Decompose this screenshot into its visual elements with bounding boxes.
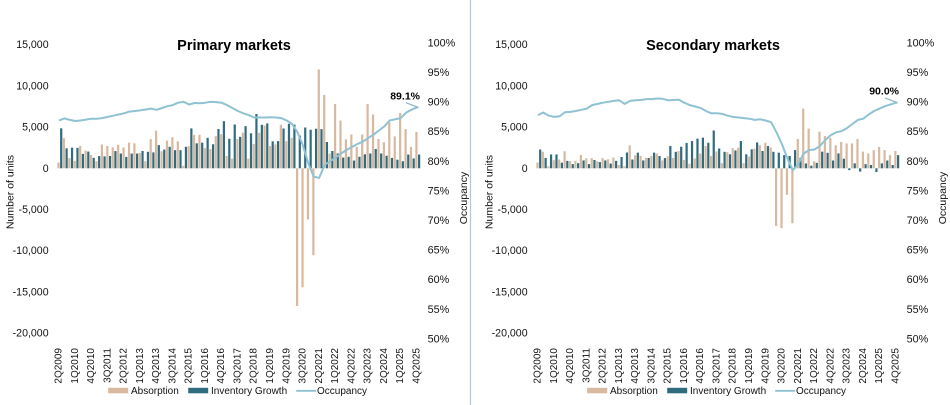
svg-text:2Q2012: 2Q2012 bbox=[598, 348, 609, 384]
svg-text:Occupancy: Occupancy bbox=[317, 386, 367, 397]
svg-text:-10,000: -10,000 bbox=[492, 245, 528, 257]
svg-text:-10,000: -10,000 bbox=[13, 245, 49, 257]
svg-text:60%: 60% bbox=[428, 274, 450, 286]
svg-text:2Q2009: 2Q2009 bbox=[54, 348, 65, 384]
svg-text:0: 0 bbox=[43, 163, 49, 175]
svg-text:2Q2009: 2Q2009 bbox=[533, 348, 544, 384]
svg-text:3Q2023: 3Q2023 bbox=[363, 348, 374, 384]
svg-text:Number of units: Number of units bbox=[484, 155, 496, 229]
svg-text:Absorption: Absorption bbox=[610, 386, 658, 397]
svg-text:85%: 85% bbox=[428, 126, 450, 138]
svg-text:3Q2014: 3Q2014 bbox=[167, 348, 178, 384]
svg-text:4Q2022: 4Q2022 bbox=[825, 348, 836, 384]
svg-text:90.0%: 90.0% bbox=[869, 86, 899, 98]
svg-text:90%: 90% bbox=[428, 97, 450, 109]
svg-text:Primary markets: Primary markets bbox=[177, 38, 291, 54]
svg-text:Number of units: Number of units bbox=[5, 155, 17, 229]
svg-text:-5,000: -5,000 bbox=[498, 204, 528, 216]
svg-text:85%: 85% bbox=[907, 126, 929, 138]
svg-text:50%: 50% bbox=[907, 333, 929, 345]
svg-text:Secondary markets: Secondary markets bbox=[646, 38, 780, 54]
svg-text:4Q2019: 4Q2019 bbox=[760, 348, 771, 384]
svg-text:-15,000: -15,000 bbox=[13, 286, 49, 298]
svg-text:Occupancy: Occupancy bbox=[937, 171, 949, 224]
svg-text:2Q2024: 2Q2024 bbox=[858, 348, 869, 384]
svg-text:1Q2025: 1Q2025 bbox=[874, 348, 885, 384]
svg-text:95%: 95% bbox=[428, 67, 450, 79]
svg-text:75%: 75% bbox=[428, 185, 450, 197]
svg-text:4Q2010: 4Q2010 bbox=[86, 348, 97, 384]
svg-text:-15,000: -15,000 bbox=[492, 286, 528, 298]
svg-text:Absorption: Absorption bbox=[131, 386, 179, 397]
svg-text:4Q2025: 4Q2025 bbox=[890, 348, 901, 384]
svg-text:4Q2019: 4Q2019 bbox=[281, 348, 292, 384]
svg-text:80%: 80% bbox=[907, 156, 929, 168]
svg-text:Inventory Growth: Inventory Growth bbox=[690, 386, 766, 397]
svg-text:4Q2016: 4Q2016 bbox=[216, 348, 227, 384]
svg-text:1Q2013: 1Q2013 bbox=[614, 348, 625, 384]
svg-text:95%: 95% bbox=[907, 67, 929, 79]
svg-text:15,000: 15,000 bbox=[16, 39, 49, 51]
svg-text:5,000: 5,000 bbox=[22, 122, 49, 134]
svg-text:60%: 60% bbox=[907, 274, 929, 286]
svg-text:1Q2022: 1Q2022 bbox=[330, 348, 341, 384]
svg-text:4Q2016: 4Q2016 bbox=[695, 348, 706, 384]
svg-text:15,000: 15,000 bbox=[495, 39, 528, 51]
svg-text:2Q2015: 2Q2015 bbox=[184, 348, 195, 384]
svg-text:70%: 70% bbox=[428, 215, 450, 227]
svg-text:5,000: 5,000 bbox=[501, 122, 528, 134]
svg-text:0: 0 bbox=[522, 163, 528, 175]
svg-text:75%: 75% bbox=[907, 185, 929, 197]
svg-text:80%: 80% bbox=[428, 156, 450, 168]
svg-text:3Q2017: 3Q2017 bbox=[712, 348, 723, 384]
svg-text:4Q2010: 4Q2010 bbox=[565, 348, 576, 384]
svg-text:65%: 65% bbox=[907, 245, 929, 257]
svg-text:4Q2025: 4Q2025 bbox=[411, 348, 422, 384]
svg-text:70%: 70% bbox=[907, 215, 929, 227]
svg-text:3Q2020: 3Q2020 bbox=[777, 348, 788, 384]
svg-text:50%: 50% bbox=[428, 333, 450, 345]
svg-text:Inventory Growth: Inventory Growth bbox=[211, 386, 287, 397]
svg-text:3Q2014: 3Q2014 bbox=[646, 348, 657, 384]
svg-text:3Q2017: 3Q2017 bbox=[233, 348, 244, 384]
svg-text:Occupancy: Occupancy bbox=[458, 171, 470, 224]
svg-text:4Q2022: 4Q2022 bbox=[346, 348, 357, 384]
svg-text:3Q2023: 3Q2023 bbox=[842, 348, 853, 384]
svg-text:1Q2025: 1Q2025 bbox=[395, 348, 406, 384]
svg-text:1Q2016: 1Q2016 bbox=[679, 348, 690, 384]
svg-text:4Q2013: 4Q2013 bbox=[151, 348, 162, 384]
svg-text:10,000: 10,000 bbox=[495, 80, 528, 92]
svg-text:3Q2020: 3Q2020 bbox=[298, 348, 309, 384]
svg-text:1Q2019: 1Q2019 bbox=[265, 348, 276, 384]
svg-text:55%: 55% bbox=[907, 304, 929, 316]
svg-text:65%: 65% bbox=[428, 245, 450, 257]
svg-text:2Q2021: 2Q2021 bbox=[314, 348, 325, 384]
svg-text:1Q2013: 1Q2013 bbox=[135, 348, 146, 384]
svg-text:1Q2010: 1Q2010 bbox=[70, 348, 81, 384]
svg-text:3Q2011: 3Q2011 bbox=[102, 348, 113, 383]
svg-text:55%: 55% bbox=[428, 304, 450, 316]
svg-text:2Q2015: 2Q2015 bbox=[663, 348, 674, 384]
svg-text:1Q2022: 1Q2022 bbox=[809, 348, 820, 384]
svg-text:1Q2010: 1Q2010 bbox=[549, 348, 560, 384]
svg-text:90%: 90% bbox=[907, 97, 929, 109]
svg-text:Occupancy: Occupancy bbox=[796, 386, 846, 397]
svg-text:-20,000: -20,000 bbox=[13, 328, 49, 340]
svg-text:2Q2012: 2Q2012 bbox=[119, 348, 130, 384]
svg-text:3Q2011: 3Q2011 bbox=[581, 348, 592, 383]
svg-text:1Q2016: 1Q2016 bbox=[200, 348, 211, 384]
svg-text:4Q2013: 4Q2013 bbox=[630, 348, 641, 384]
svg-text:2Q2021: 2Q2021 bbox=[793, 348, 804, 384]
svg-text:-5,000: -5,000 bbox=[19, 204, 49, 216]
svg-text:100%: 100% bbox=[907, 37, 935, 49]
svg-text:100%: 100% bbox=[428, 37, 456, 49]
svg-text:-20,000: -20,000 bbox=[492, 328, 528, 340]
svg-text:2Q2024: 2Q2024 bbox=[379, 348, 390, 384]
svg-text:1Q2019: 1Q2019 bbox=[744, 348, 755, 384]
svg-text:2Q2018: 2Q2018 bbox=[728, 348, 739, 384]
svg-text:10,000: 10,000 bbox=[16, 80, 49, 92]
svg-text:89.1%: 89.1% bbox=[390, 90, 420, 102]
svg-text:2Q2018: 2Q2018 bbox=[249, 348, 260, 384]
